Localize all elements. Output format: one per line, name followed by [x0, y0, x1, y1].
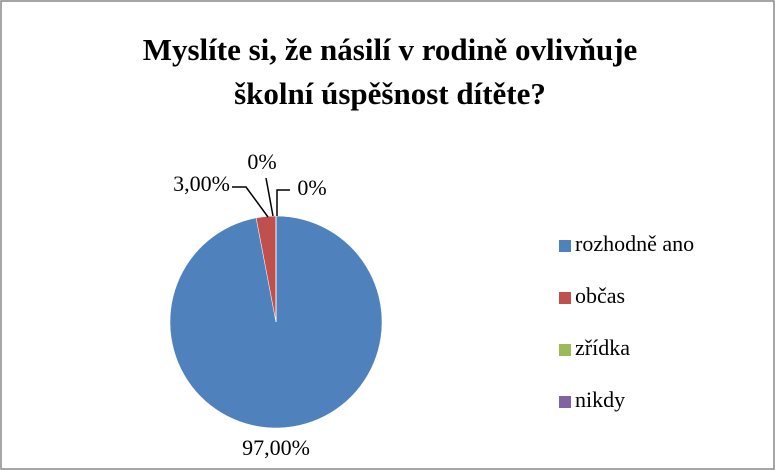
legend-label: občas [575, 283, 625, 308]
leader-line [276, 189, 290, 216]
data-label: 0% [247, 149, 276, 174]
legend-swatch [559, 292, 571, 304]
chart-title: Myslíte si, že násilí v rodině ovlivňuje… [142, 32, 638, 111]
leader-line [265, 177, 274, 217]
legend-swatch [559, 240, 571, 252]
legend-label: rozhodně ano [575, 231, 694, 256]
data-label: 3,00% [173, 171, 230, 196]
legend-swatch [559, 344, 571, 356]
data-label: 0% [297, 175, 326, 200]
legend-label: nikdy [575, 387, 625, 412]
data-label: 97,00% [242, 435, 310, 460]
leader-line [232, 186, 269, 218]
legend-label: zřídka [575, 335, 630, 360]
legend-swatch [559, 396, 571, 408]
